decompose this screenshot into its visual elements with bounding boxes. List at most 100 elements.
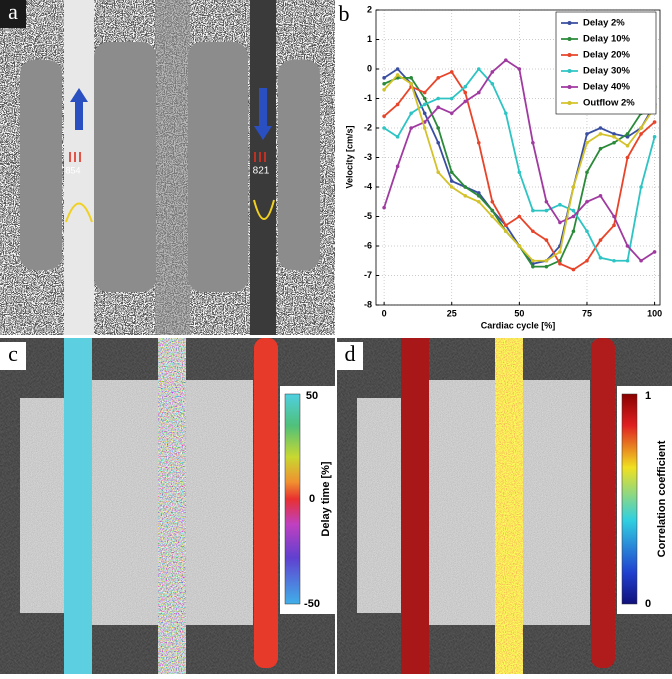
data-point — [558, 220, 562, 225]
data-point — [395, 135, 400, 139]
data-point — [409, 76, 413, 80]
data-point — [558, 261, 562, 266]
data-point — [571, 214, 576, 219]
data-point — [517, 214, 522, 219]
y-tick-label: 1 — [367, 34, 372, 44]
data-point — [382, 76, 386, 80]
y-tick-label: 2 — [367, 4, 372, 14]
data-point — [463, 185, 468, 189]
data-point — [625, 143, 630, 148]
outflow-vessel — [254, 338, 278, 668]
legend-label: Delay 20% — [583, 50, 631, 61]
data-point — [490, 208, 495, 213]
center-vessel — [495, 338, 523, 674]
data-point — [476, 191, 481, 195]
data-point — [395, 67, 400, 71]
phantom-region — [20, 398, 65, 613]
panel-label: b — [339, 1, 350, 26]
data-point — [531, 208, 535, 213]
data-point — [639, 258, 643, 263]
data-point — [449, 111, 454, 116]
inflow-vessel — [64, 338, 92, 674]
y-tick-label: -5 — [364, 211, 372, 221]
data-point — [409, 81, 413, 86]
panel-label-box — [0, 342, 26, 370]
data-point — [517, 67, 522, 71]
data-point — [476, 67, 481, 71]
data-point — [612, 135, 616, 139]
flow-arrow-down — [254, 88, 272, 140]
legend-marker — [567, 101, 572, 105]
phantom-region — [278, 60, 320, 270]
data-point — [422, 96, 427, 101]
waveform-icon — [253, 199, 275, 220]
data-point — [490, 199, 495, 204]
data-point — [463, 194, 468, 198]
data-point — [382, 81, 386, 86]
vessel-label: 854 — [65, 165, 80, 175]
center-column — [155, 0, 190, 335]
data-point — [449, 96, 454, 101]
colorbar-label: Delay time [%] — [320, 461, 332, 537]
data-point — [612, 132, 616, 136]
plot-frame — [375, 9, 661, 306]
y-tick-label: -7 — [364, 270, 372, 280]
data-point — [409, 111, 413, 116]
data-point — [382, 205, 386, 210]
legend-marker — [567, 53, 572, 57]
data-point — [558, 202, 562, 207]
legend-box — [555, 11, 657, 115]
data-point — [382, 87, 386, 92]
colorbar-tick: 50 — [306, 390, 318, 402]
data-point — [531, 140, 535, 145]
phantom-region — [94, 42, 156, 292]
legend-label: Delay 2% — [583, 18, 625, 29]
data-point — [504, 223, 508, 228]
y-tick-label: -6 — [364, 240, 372, 250]
panel-label-box — [337, 342, 363, 370]
inflow-vessel — [401, 338, 429, 674]
data-point — [436, 76, 441, 80]
data-point — [517, 244, 522, 248]
data-point — [585, 229, 589, 234]
y-tick-label: 0 — [367, 63, 372, 73]
phantom-region — [92, 380, 160, 625]
data-point — [639, 126, 643, 130]
data-point — [531, 258, 535, 263]
colorbar-tick: 1 — [645, 390, 651, 402]
data-point — [558, 250, 562, 254]
flow-arrow-up — [70, 88, 88, 130]
data-point — [504, 229, 508, 234]
data-point — [449, 170, 454, 175]
data-point — [639, 132, 643, 136]
data-point — [544, 258, 549, 263]
data-point — [422, 126, 427, 130]
data-point — [652, 250, 657, 254]
data-point — [571, 208, 576, 213]
legend-label: Delay 30% — [583, 66, 631, 77]
data-point — [612, 223, 616, 228]
data-point — [476, 199, 481, 204]
data-point — [531, 264, 535, 269]
y-tick-label: -1 — [364, 93, 372, 103]
data-point — [476, 194, 481, 198]
data-point — [625, 132, 630, 136]
colorbar-tick: -50 — [304, 598, 320, 610]
data-point — [652, 120, 657, 124]
data-point — [585, 258, 589, 263]
data-point — [652, 135, 657, 139]
data-point — [476, 140, 481, 145]
data-point — [436, 170, 441, 175]
data-point — [571, 185, 576, 189]
data-point — [449, 70, 454, 74]
legend-marker — [567, 21, 572, 25]
data-point — [436, 140, 441, 145]
data-point — [598, 126, 603, 130]
x-tick-label: 25 — [447, 308, 457, 318]
data-point — [395, 73, 400, 77]
data-point — [612, 258, 616, 263]
phantom-region — [357, 398, 402, 613]
data-point — [517, 170, 522, 175]
data-point — [382, 126, 386, 130]
